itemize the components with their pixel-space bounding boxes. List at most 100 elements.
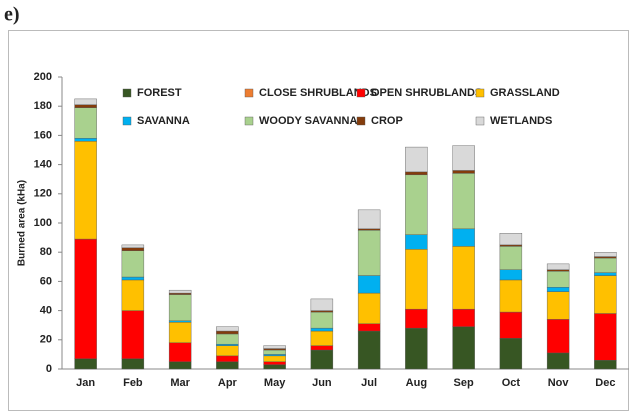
legend-swatch: [122, 88, 132, 98]
bar-segment: [121, 247, 145, 251]
bar-segment: [168, 294, 192, 322]
bar-segment: [452, 308, 475, 327]
legend-swatch: [475, 116, 485, 126]
bar-segment: [499, 244, 523, 247]
bar-segment: [546, 319, 570, 354]
bar-segment: [263, 355, 286, 362]
bar-segment: [216, 355, 239, 362]
x-tick-label: Jul: [361, 377, 377, 389]
bar-segment: [405, 327, 428, 370]
bar-segment: [121, 276, 145, 281]
bar-segment: [74, 358, 97, 370]
bar-segment: [74, 238, 97, 359]
legend-swatch: [356, 88, 366, 98]
bar-segment: [452, 326, 475, 370]
legend-label: GRASSLAND: [490, 87, 560, 99]
bar-segment: [216, 326, 239, 332]
bar-segment: [594, 313, 617, 361]
bar-segment: [546, 263, 570, 270]
legend-label: WETLANDS: [490, 115, 552, 127]
bar-segment: [168, 322, 192, 343]
bar-segment: [499, 246, 523, 270]
bar-segment: [263, 345, 286, 349]
bar-segment: [357, 323, 381, 332]
legend-swatch: [122, 116, 132, 126]
bar-segment: [263, 354, 286, 357]
bar-segment: [405, 174, 428, 235]
x-tick-label: Nov: [548, 377, 570, 389]
legend-label: CROP: [371, 115, 403, 127]
bar-segment: [310, 345, 334, 351]
x-tick-label: Oct: [502, 377, 521, 389]
bar-segment: [405, 146, 428, 173]
legend-swatch: [244, 88, 254, 98]
frame: [8, 30, 629, 411]
bar-segment: [74, 98, 97, 105]
bar-segment: [546, 352, 570, 370]
bar-segment: [168, 289, 192, 294]
x-tick-label: Dec: [595, 377, 615, 389]
legend-label: WOODY SAVANNA: [259, 115, 357, 127]
bar-segment: [357, 292, 381, 324]
bar-segment: [546, 269, 570, 272]
bar-segment: [121, 310, 145, 359]
legend-label: CLOSE SHRUBLANDS: [259, 87, 377, 99]
bar-segment: [357, 330, 381, 370]
bar-segment: [263, 348, 286, 351]
bar-segment: [405, 171, 428, 176]
x-tick-label: Mar: [170, 377, 190, 389]
legend-swatch: [475, 88, 485, 98]
legend-swatch: [244, 116, 254, 126]
bar-segment: [594, 257, 617, 273]
bar-segment: [357, 209, 381, 230]
bar-segment: [263, 364, 286, 370]
bar-segment: [168, 292, 192, 295]
bar-segment: [452, 145, 475, 171]
bar-segment: [74, 104, 97, 108]
bar-segment: [310, 327, 334, 332]
legend-label: SAVANNA: [137, 115, 190, 127]
bar-segment: [216, 361, 239, 370]
bar-segment: [405, 308, 428, 329]
bar-segment: [594, 251, 617, 257]
bar-segment: [310, 349, 334, 370]
bar-segment: [546, 291, 570, 320]
bar-segment: [74, 107, 97, 139]
bar-segment: [310, 330, 334, 346]
bar-segment: [263, 361, 286, 365]
bar-segment: [546, 270, 570, 288]
x-tick-label: Feb: [123, 377, 143, 389]
bar-segment: [168, 361, 192, 370]
bar-segment: [263, 349, 286, 355]
bar-segment: [405, 249, 428, 310]
bar-segment: [452, 228, 475, 247]
bar-segment: [594, 256, 617, 259]
bar-segment: [594, 272, 617, 276]
y-tick-label: 0: [46, 363, 52, 375]
bar-segment: [452, 170, 475, 174]
bar-segment: [357, 228, 381, 231]
bar-segment: [405, 234, 428, 250]
legend-swatch: [356, 116, 366, 126]
bar-segment: [499, 279, 523, 313]
bar-segment: [121, 250, 145, 278]
legend-label: FOREST: [137, 87, 182, 99]
bar-segment: [452, 173, 475, 230]
x-tick-label: Apr: [218, 377, 238, 389]
panel-label: e): [4, 4, 20, 26]
bar-segment: [499, 233, 523, 246]
x-tick-label: Aug: [406, 377, 427, 389]
x-tick-label: Jan: [76, 377, 95, 389]
bar-segment: [310, 310, 334, 313]
bar-segment: [74, 138, 97, 142]
y-tick-label: 120: [34, 188, 52, 200]
y-tick-label: 40: [40, 305, 52, 317]
bar-segment: [216, 333, 239, 345]
bar-segment: [216, 343, 239, 346]
x-tick-label: Jun: [312, 377, 332, 389]
bar-segment: [357, 275, 381, 294]
bar-segment: [121, 279, 145, 311]
y-tick-label: 100: [34, 217, 52, 229]
legend-label: OPEN SHRUBLANDS: [371, 87, 482, 99]
